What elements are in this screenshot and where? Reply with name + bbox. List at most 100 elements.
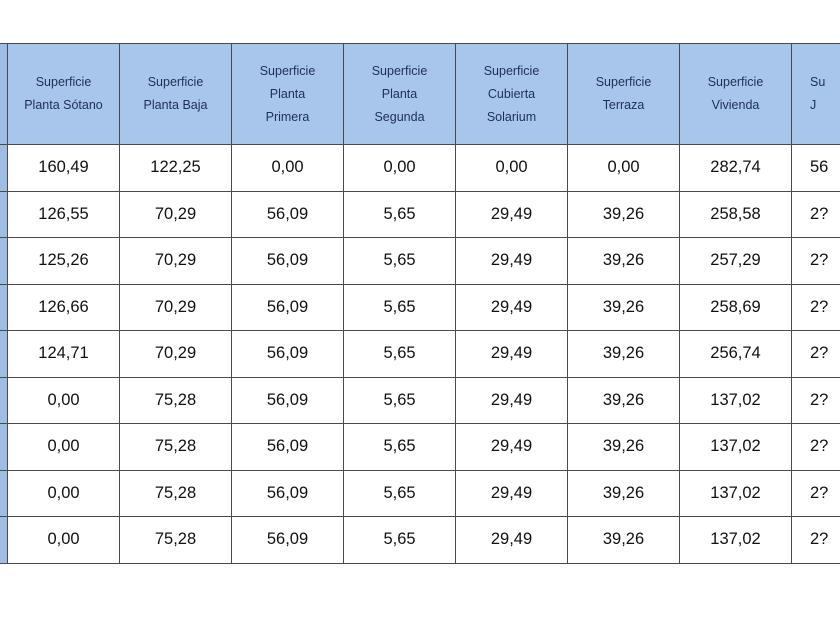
table-cell: 70,29: [119, 283, 232, 331]
table-cell: 29,49: [455, 330, 568, 378]
table-cell: 122,25: [119, 144, 232, 192]
table-cell: 2?: [791, 516, 840, 564]
table-cell: 5,65: [343, 330, 456, 378]
table-row: 0,00 75,28 56,09 5,65 29,49 39,26 137,02 2?: [0, 423, 840, 471]
table-cell: 2?: [791, 469, 840, 517]
table-cell: 124,71: [7, 330, 120, 378]
header-line: Primera: [265, 109, 310, 124]
edge-cell: [0, 237, 8, 285]
table-row: 125,26 70,29 56,09 5,65 29,49 39,26 257,29 2?: [0, 237, 840, 285]
column-header: Superficie Planta Segunda: [343, 43, 456, 145]
table-cell: 39,26: [567, 190, 680, 238]
table-cell: 70,29: [119, 190, 232, 238]
table-cell: 2?: [791, 330, 840, 378]
header-line: Superficie: [35, 75, 92, 89]
table-row: 124,71 70,29 56,09 5,65 29,49 39,26 256,74 2?: [0, 330, 840, 378]
header-line: J: [810, 98, 817, 112]
table-cell: 160,49: [7, 144, 120, 192]
surface-table: Superficie Planta Sótano Superficie Plan…: [0, 43, 840, 564]
table-cell: 0,00: [7, 423, 120, 471]
table-cell: 70,29: [119, 330, 232, 378]
column-header: Superficie Planta Sótano: [7, 43, 120, 145]
table-cell: 29,49: [455, 423, 568, 471]
table-cell: 56,09: [231, 237, 344, 285]
table-cell: 39,26: [567, 237, 680, 285]
table-cell: 56,09: [231, 516, 344, 564]
table-body: 160,49 122,25 0,00 0,00 0,00 0,00 282,74 56 126,…: [0, 144, 840, 564]
table-cell: 56,09: [231, 283, 344, 331]
table-cell: 282,74: [679, 144, 792, 192]
header-line: Planta: [269, 86, 306, 101]
table-cell: 2?: [791, 376, 840, 424]
table-cell: 56,09: [231, 330, 344, 378]
table-cell: 126,66: [7, 283, 120, 331]
header-line: Superficie: [371, 63, 428, 78]
edge-cell: [0, 330, 8, 378]
column-header: Su J: [791, 43, 840, 145]
header-line: Terraza: [602, 98, 645, 112]
table-container: Superficie Planta Sótano Superficie Plan…: [0, 43, 840, 565]
header-line: Superficie: [707, 75, 764, 89]
column-header: Superficie Cubierta Solarium: [455, 43, 568, 145]
table-cell: 2?: [791, 237, 840, 285]
table-cell: 29,49: [455, 237, 568, 285]
table-cell: 5,65: [343, 423, 456, 471]
column-header: Superficie Terraza: [567, 43, 680, 145]
table-cell: 75,28: [119, 516, 232, 564]
table-cell: 39,26: [567, 283, 680, 331]
header-line: Planta Baja: [143, 98, 208, 112]
table-cell: 2?: [791, 190, 840, 238]
edge-cell: [0, 469, 8, 517]
table-cell: 137,02: [679, 376, 792, 424]
header-line: Superficie: [259, 63, 316, 78]
header-line: Planta Sótano: [24, 98, 103, 112]
header-line: Planta: [381, 86, 418, 101]
table-cell: 137,02: [679, 516, 792, 564]
table-cell: 0,00: [7, 469, 120, 517]
header-line: Superficie: [483, 63, 540, 78]
table-cell: 258,69: [679, 283, 792, 331]
table-cell: 39,26: [567, 376, 680, 424]
edge-cell: [0, 283, 8, 331]
table-cell: 2?: [791, 423, 840, 471]
edge-cell: [0, 376, 8, 424]
table-cell: 39,26: [567, 469, 680, 517]
table-cell: 29,49: [455, 283, 568, 331]
table-cell: 257,29: [679, 237, 792, 285]
table-cell: 137,02: [679, 469, 792, 517]
header-line: Superficie: [595, 75, 652, 89]
table-cell: 0,00: [7, 516, 120, 564]
table-cell: 125,26: [7, 237, 120, 285]
table-cell: 56: [791, 144, 840, 192]
table-cell: 256,74: [679, 330, 792, 378]
column-header: Superficie Planta Primera: [231, 43, 344, 145]
table-cell: 258,58: [679, 190, 792, 238]
header-line: Solarium: [486, 109, 537, 124]
table-cell: 75,28: [119, 423, 232, 471]
table-cell: 0,00: [231, 144, 344, 192]
edge-cell: [0, 516, 8, 564]
table-cell: 56,09: [231, 190, 344, 238]
table-cell: 137,02: [679, 423, 792, 471]
table-row: 0,00 75,28 56,09 5,65 29,49 39,26 137,02 2?: [0, 469, 840, 517]
table-row: 126,66 70,29 56,09 5,65 29,49 39,26 258,69 2?: [0, 283, 840, 331]
table-cell: 5,65: [343, 376, 456, 424]
header-line: Vivienda: [711, 98, 760, 112]
table-cell: 56,09: [231, 469, 344, 517]
table-cell: 0,00: [7, 376, 120, 424]
column-header: Superficie Vivienda: [679, 43, 792, 145]
table-cell: 5,65: [343, 469, 456, 517]
table-cell: 75,28: [119, 376, 232, 424]
edge-header-cell: [0, 43, 8, 145]
header-line: Segunda: [374, 109, 425, 124]
table-cell: 29,49: [455, 190, 568, 238]
table-cell: 56,09: [231, 376, 344, 424]
table-row: 0,00 75,28 56,09 5,65 29,49 39,26 137,02 2?: [0, 516, 840, 564]
table-cell: 70,29: [119, 237, 232, 285]
table-cell: 5,65: [343, 283, 456, 331]
edge-cell: [0, 144, 8, 192]
header-line: Cubierta: [487, 86, 536, 101]
column-header: Superficie Planta Baja: [119, 43, 232, 145]
header-line: Superficie: [147, 75, 204, 89]
